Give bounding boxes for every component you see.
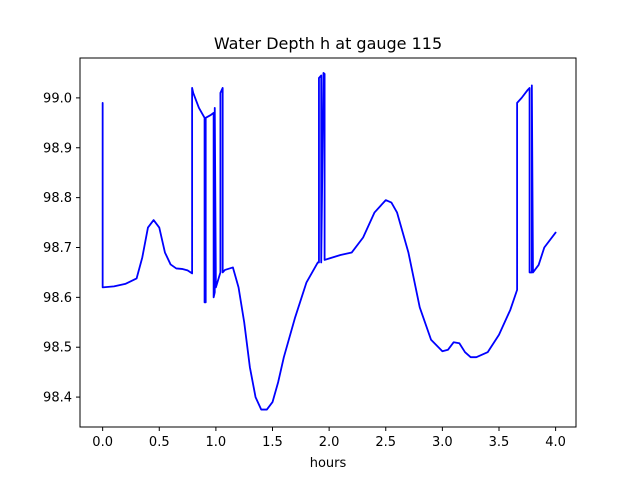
y-tick-label: 98.7: [43, 241, 72, 256]
y-tick-label: 98.8: [43, 191, 72, 206]
y-tick-label: 98.5: [43, 341, 72, 356]
x-tick-label: 4.0: [545, 435, 566, 450]
y-tick-label: 98.4: [43, 391, 72, 406]
x-tick-label: 2.0: [319, 435, 340, 450]
y-tick-label: 99.0: [43, 91, 72, 106]
series-line-1: [101, 72, 557, 411]
y-axis-ticks: 98.4 98.5 98.6 98.7 98.8 98.9 99.0: [43, 91, 80, 406]
x-tick-label: 2.5: [375, 435, 396, 450]
x-tick-label: 0.0: [92, 435, 113, 450]
y-tick-label: 98.6: [43, 291, 72, 306]
chart-title: Water Depth h at gauge 115: [214, 34, 442, 53]
x-axis-ticks: 0.0 0.5 1.0 1.5 2.0 2.5 3.0 3.5 4.0: [92, 427, 566, 450]
plot-area: [101, 72, 557, 411]
x-axis-label: hours: [310, 456, 347, 471]
x-tick-label: 3.0: [432, 435, 453, 450]
x-tick-label: 0.5: [149, 435, 170, 450]
x-tick-label: 1.5: [262, 435, 283, 450]
y-tick-label: 98.9: [43, 141, 72, 156]
axes-frame: [79, 57, 577, 428]
x-tick-label: 1.0: [206, 435, 227, 450]
x-tick-label: 3.5: [489, 435, 510, 450]
